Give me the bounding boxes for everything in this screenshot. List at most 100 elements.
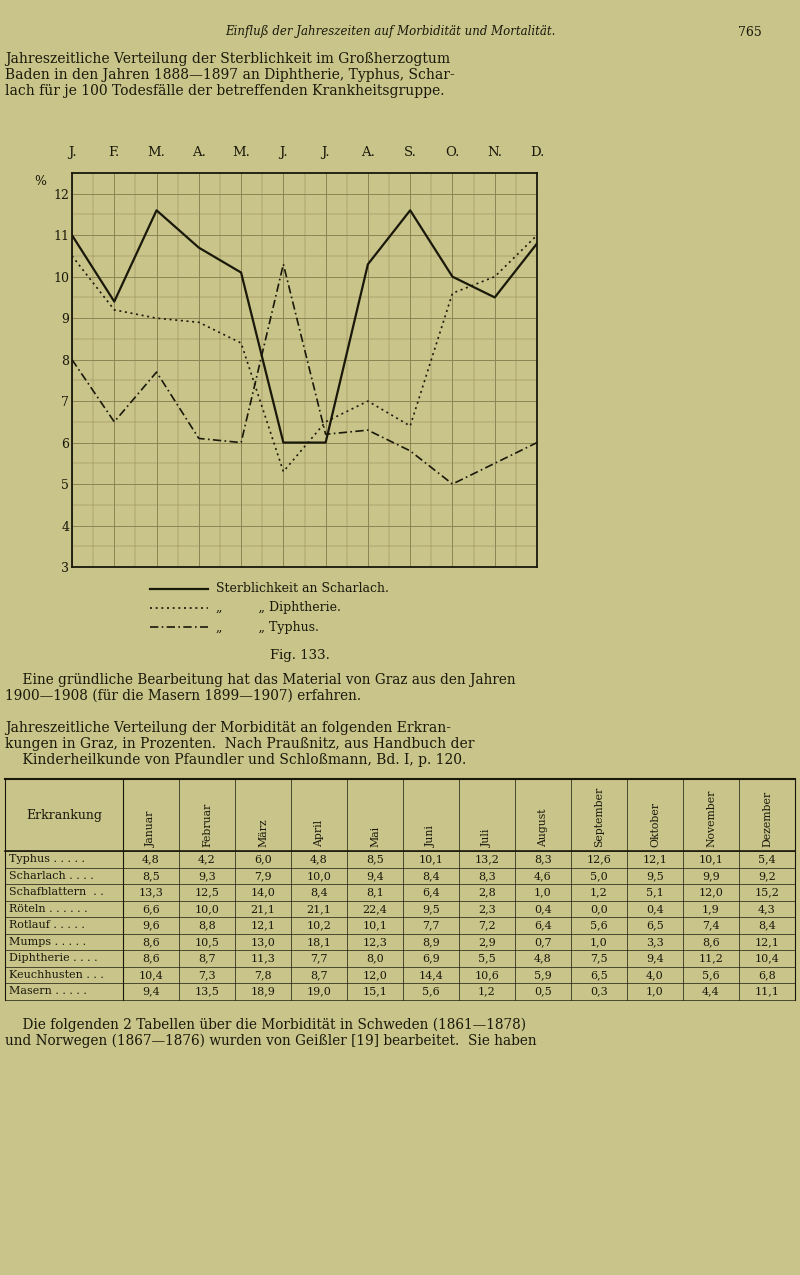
- Text: M.: M.: [148, 147, 166, 159]
- Text: 10,4: 10,4: [754, 954, 779, 963]
- Text: 5,6: 5,6: [422, 987, 440, 996]
- Text: 6,4: 6,4: [422, 887, 440, 898]
- Text: 8,6: 8,6: [702, 937, 720, 947]
- Text: 8,7: 8,7: [198, 954, 216, 963]
- Text: und Norwegen (1867—1876) wurden von Geißler [19] bearbeitet.  Sie haben: und Norwegen (1867—1876) wurden von Geiß…: [5, 1034, 537, 1048]
- Text: O.: O.: [446, 147, 460, 159]
- Text: 0,7: 0,7: [534, 937, 552, 947]
- Text: 12,1: 12,1: [754, 937, 779, 947]
- Text: Februar: Februar: [202, 803, 212, 847]
- Text: 9,5: 9,5: [422, 904, 440, 914]
- Text: 4,2: 4,2: [198, 854, 216, 864]
- Text: 7,8: 7,8: [254, 970, 272, 979]
- Text: 9,3: 9,3: [198, 871, 216, 881]
- Text: 11,3: 11,3: [250, 954, 275, 963]
- Text: 12,0: 12,0: [698, 887, 723, 898]
- Text: 15,1: 15,1: [362, 987, 387, 996]
- Text: 2,3: 2,3: [478, 904, 496, 914]
- Text: N.: N.: [487, 147, 502, 159]
- Text: Sterblichkeit an Scharlach.: Sterblichkeit an Scharlach.: [216, 583, 389, 595]
- Text: Schafblattern  . .: Schafblattern . .: [9, 887, 104, 898]
- Text: 22,4: 22,4: [362, 904, 387, 914]
- Text: 8,3: 8,3: [534, 854, 552, 864]
- Text: 6,8: 6,8: [758, 970, 776, 979]
- Text: Jahreszeitliche Verteilung der Sterblichkeit im Großherzogtum: Jahreszeitliche Verteilung der Sterblich…: [5, 52, 450, 66]
- Text: 7,4: 7,4: [702, 921, 720, 931]
- Text: 4,8: 4,8: [534, 954, 552, 963]
- Text: 8,5: 8,5: [142, 871, 160, 881]
- Text: 10,1: 10,1: [418, 854, 443, 864]
- Text: 0,3: 0,3: [590, 987, 608, 996]
- Text: 9,6: 9,6: [142, 921, 160, 931]
- Text: 1,0: 1,0: [534, 887, 552, 898]
- Text: 3,3: 3,3: [646, 937, 664, 947]
- Text: Rotlauf . . . . .: Rotlauf . . . . .: [9, 921, 85, 931]
- Text: 8,4: 8,4: [422, 871, 440, 881]
- Text: J.: J.: [322, 147, 330, 159]
- Text: A.: A.: [192, 147, 206, 159]
- Text: F.: F.: [109, 147, 120, 159]
- Text: 10,5: 10,5: [194, 937, 219, 947]
- Text: 12,5: 12,5: [194, 887, 219, 898]
- Text: 15,2: 15,2: [754, 887, 779, 898]
- Text: 5,1: 5,1: [646, 887, 664, 898]
- Text: Oktober: Oktober: [650, 802, 660, 847]
- Text: 8,1: 8,1: [366, 887, 384, 898]
- Text: M.: M.: [232, 147, 250, 159]
- Text: 8,6: 8,6: [142, 954, 160, 963]
- Text: Juli: Juli: [482, 829, 492, 847]
- Text: S.: S.: [404, 147, 417, 159]
- Text: August: August: [538, 808, 548, 847]
- Text: April: April: [314, 820, 324, 847]
- Text: 0,4: 0,4: [534, 904, 552, 914]
- Text: 2,9: 2,9: [478, 937, 496, 947]
- Text: Juni: Juni: [426, 825, 436, 847]
- Text: 9,4: 9,4: [142, 987, 160, 996]
- Text: 10,1: 10,1: [362, 921, 387, 931]
- Text: 1,0: 1,0: [590, 937, 608, 947]
- Text: 12,1: 12,1: [250, 921, 275, 931]
- Text: Mai: Mai: [370, 826, 380, 847]
- Text: 21,1: 21,1: [306, 904, 331, 914]
- Text: Eine gründliche Bearbeitung hat das Material von Graz aus den Jahren: Eine gründliche Bearbeitung hat das Mate…: [5, 673, 516, 687]
- Text: 14,0: 14,0: [250, 887, 275, 898]
- Text: „         „ Typhus.: „ „ Typhus.: [216, 621, 319, 634]
- Text: Scharlach . . . .: Scharlach . . . .: [9, 871, 94, 881]
- Text: 4,3: 4,3: [758, 904, 776, 914]
- Text: 18,9: 18,9: [250, 987, 275, 996]
- Text: 8,0: 8,0: [366, 954, 384, 963]
- Text: 1900—1908 (für die Masern 1899—1907) erfahren.: 1900—1908 (für die Masern 1899—1907) erf…: [5, 688, 361, 703]
- Text: 6,0: 6,0: [254, 854, 272, 864]
- Text: 4,8: 4,8: [310, 854, 328, 864]
- Text: 13,5: 13,5: [194, 987, 219, 996]
- Text: D.: D.: [530, 147, 544, 159]
- Text: 6,6: 6,6: [142, 904, 160, 914]
- Text: 4,6: 4,6: [534, 871, 552, 881]
- Text: 13,3: 13,3: [138, 887, 163, 898]
- Text: Typhus . . . . .: Typhus . . . . .: [9, 854, 85, 864]
- Text: 8,4: 8,4: [758, 921, 776, 931]
- Text: 12,1: 12,1: [642, 854, 667, 864]
- Text: 9,9: 9,9: [702, 871, 720, 881]
- Text: %: %: [34, 175, 46, 187]
- Text: 12,6: 12,6: [586, 854, 611, 864]
- Text: Jahreszeitliche Verteilung der Morbidität an folgenden Erkran-: Jahreszeitliche Verteilung der Morbiditä…: [5, 720, 451, 734]
- Text: Masern . . . . .: Masern . . . . .: [9, 987, 87, 996]
- Text: A.: A.: [361, 147, 375, 159]
- Text: 6,9: 6,9: [422, 954, 440, 963]
- Text: lach für je 100 Todesfälle der betreffenden Krankheitsgruppe.: lach für je 100 Todesfälle der betreffen…: [5, 84, 445, 98]
- Text: 7,7: 7,7: [422, 921, 440, 931]
- Text: 10,0: 10,0: [194, 904, 219, 914]
- Text: 1,9: 1,9: [702, 904, 720, 914]
- Text: Mumps . . . . .: Mumps . . . . .: [9, 937, 86, 947]
- Text: 8,5: 8,5: [366, 854, 384, 864]
- Text: 0,4: 0,4: [646, 904, 664, 914]
- Text: 13,2: 13,2: [474, 854, 499, 864]
- Text: 6,4: 6,4: [534, 921, 552, 931]
- Text: 5,6: 5,6: [590, 921, 608, 931]
- Text: 8,3: 8,3: [478, 871, 496, 881]
- Text: kungen in Graz, in Prozenten.  Nach Praußnitz, aus Handbuch der: kungen in Graz, in Prozenten. Nach Prauß…: [5, 737, 474, 751]
- Text: 8,4: 8,4: [310, 887, 328, 898]
- Text: Einfluß der Jahreszeiten auf Morbidität und Mortalität.: Einfluß der Jahreszeiten auf Morbidität …: [225, 26, 555, 38]
- Text: Baden in den Jahren 1888—1897 an Diphtherie, Typhus, Schar-: Baden in den Jahren 1888—1897 an Diphthe…: [5, 68, 454, 82]
